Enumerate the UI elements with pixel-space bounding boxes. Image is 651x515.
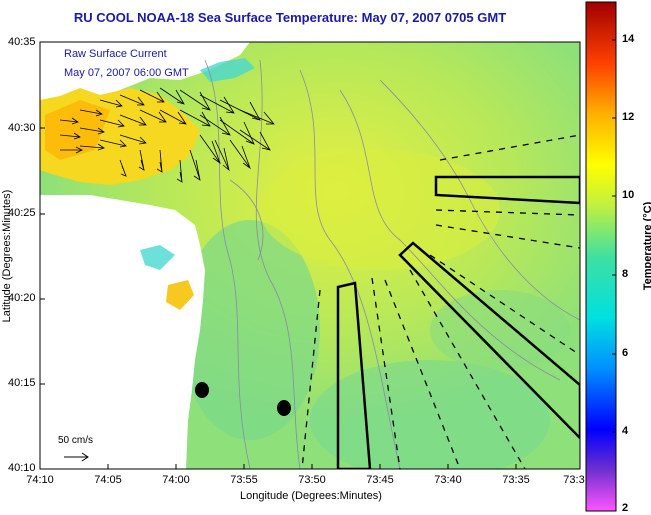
colorbar-tick-label: 14 [622,33,635,45]
y-axis-title: Latitude (Degrees:Minutes) [1,189,13,323]
chart-title: RU COOL NOAA-18 Sea Surface Temperature:… [73,10,507,25]
x-tick-label: 73:45 [366,474,394,486]
y-tick-label: 40:10 [8,462,36,474]
colorbar-tick-label: 4 [622,425,629,437]
colorbar-tick-label: 6 [622,347,629,359]
y-tick-label: 40:25 [8,207,36,219]
y-tick-label: 40:15 [8,377,36,389]
colorbar-tick-label: 8 [622,268,629,280]
colorbar-tick-label: 10 [622,189,635,201]
station-marker [277,400,291,416]
x-tick-label: 73:50 [298,474,326,486]
plot-frame [39,41,581,470]
station-marker [195,382,209,398]
land-mass [40,195,205,469]
colorbar [585,1,617,512]
x-tick-label: 73:40 [434,474,462,486]
cool-coastal-water [140,245,175,270]
warm-coastal-water [166,280,194,310]
land-mass [40,42,250,100]
y-tick-label: 40:20 [8,292,36,304]
cool-coastal-water [200,58,255,82]
y-tick-label: 40:30 [8,122,36,134]
scale-arrow [64,452,89,462]
x-tick-label: 74:10 [26,474,54,486]
sst-field [40,42,580,469]
x-tick-label: 73:3 [563,474,585,486]
colorbar-title: Temperature (°C) [642,201,651,291]
x-tick-label: 74:00 [162,474,190,486]
legend-current-label: Raw Surface Current [64,48,167,60]
colorbar-tick-label: 2 [622,502,629,514]
depth-contours [204,59,580,469]
current-vectors [59,87,275,183]
colorbar-tick-label: 12 [622,111,635,123]
colorbar-ticks [612,39,616,433]
scale-label: 50 cm/s [58,435,94,446]
x-tick-label: 73:35 [502,474,530,486]
survey-boxes [336,175,580,469]
legend-current-time: May 07, 2007 06:00 GMT [64,67,189,79]
x-axis-title: Longitude (Degrees:Minutes) [240,490,382,502]
y-tick-label: 40:35 [8,36,36,48]
transect-lines [301,134,580,469]
warm-coastal-water [45,100,110,160]
axis-ticks [40,127,517,469]
x-tick-label: 74:05 [94,474,122,486]
x-tick-label: 73:55 [230,474,258,486]
